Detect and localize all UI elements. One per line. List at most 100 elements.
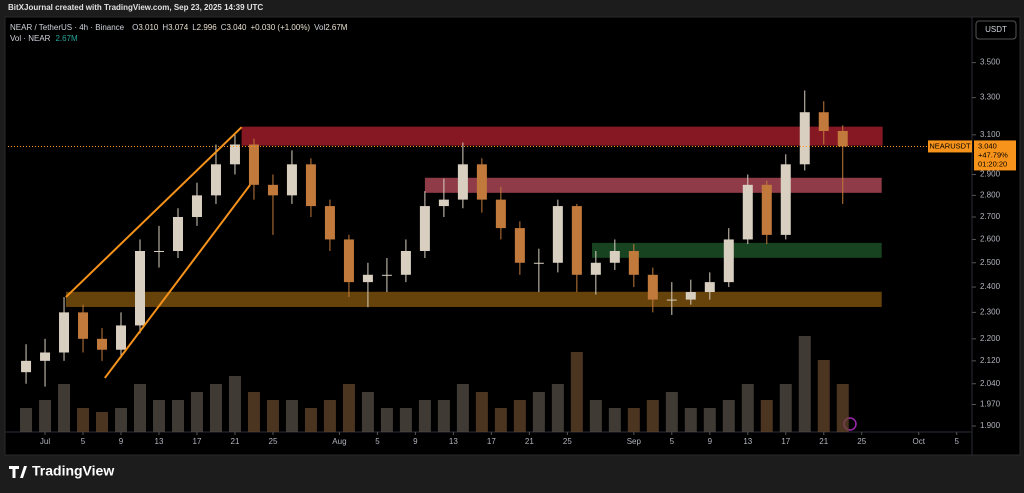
volume-bar (361, 392, 374, 432)
volume-bar (760, 400, 773, 432)
volume-bar (456, 384, 469, 432)
volume-bar (475, 392, 488, 432)
candle-body (590, 262, 601, 275)
volume-bar (741, 384, 754, 432)
volume-bar (171, 400, 184, 432)
volume-bar (703, 408, 716, 432)
volume-bar (589, 400, 602, 432)
volume-bar (96, 412, 109, 432)
y-tick-label: 2.200 (980, 334, 1001, 343)
y-tick-label: 2.900 (980, 170, 1001, 179)
y-tick-label: 1.900 (980, 421, 1001, 430)
volume-bar (58, 384, 71, 432)
x-tick-label: 21 (525, 437, 534, 446)
volume-bar (285, 400, 298, 432)
x-tick-label: 25 (563, 437, 572, 446)
volume-study-value: 2.67M (55, 34, 78, 43)
volume-bar (247, 392, 260, 432)
y-tick-label: 2.040 (980, 379, 1001, 388)
candle-body (818, 112, 829, 131)
candle-body (476, 164, 487, 200)
candle-body (248, 144, 259, 185)
volume-bar (684, 408, 697, 432)
volume-bar (570, 352, 583, 432)
volume-bar (266, 400, 279, 432)
x-tick-label: 13 (743, 437, 752, 446)
candle-body (742, 184, 753, 240)
candle-body (438, 199, 449, 207)
volume-prefix: Vol (314, 23, 325, 32)
ohlc-value: 3.074 (168, 23, 189, 32)
chart-pane (4, 16, 1021, 456)
candle-body (343, 239, 354, 283)
candle-body (533, 262, 544, 264)
candle-body (362, 274, 373, 283)
x-tick-label: 17 (781, 437, 790, 446)
candle-body (305, 164, 316, 207)
last-price-change: +47.79% (978, 150, 1008, 159)
volume-bar (190, 392, 203, 432)
candle-body (837, 130, 848, 147)
x-tick-label: 21 (819, 437, 828, 446)
x-tick-label: 9 (708, 437, 713, 446)
trend-line (104, 184, 251, 379)
candle-body (723, 239, 734, 283)
ohlc-prefix: H (162, 23, 168, 32)
candle-body (40, 352, 51, 361)
x-tick-label: 9 (119, 437, 124, 446)
x-tick-label: Oct (912, 437, 925, 446)
x-tick-label: 17 (487, 437, 496, 446)
y-tick-label: 2.500 (980, 258, 1001, 267)
volume-value: 2.67M (325, 23, 348, 32)
candle-body (514, 228, 525, 263)
candle-body (59, 312, 70, 353)
currency[interactable]: USDT (985, 25, 1007, 34)
volume-bar (665, 392, 678, 432)
volume-bar (779, 384, 792, 432)
x-tick-label: 5 (670, 437, 675, 446)
currency-button[interactable] (975, 20, 1017, 40)
volume-bar (134, 384, 147, 432)
x-tick-label: Jul (40, 437, 50, 446)
candle-body (799, 112, 810, 165)
y-tick-label: 2.120 (980, 356, 1001, 365)
candle-body (21, 360, 32, 373)
volume-bar (722, 400, 735, 432)
volume-bar (399, 408, 412, 432)
brand-logo (9, 466, 27, 478)
x-tick-label: 13 (449, 437, 458, 446)
volume-bar (304, 408, 317, 432)
brand: TradingView (9, 463, 114, 479)
zone (241, 126, 883, 146)
volume-bar (323, 400, 336, 432)
x-tick-label: 5 (81, 437, 86, 446)
x-tick-label: Sep (627, 437, 642, 446)
volume-bar (39, 400, 52, 432)
candle-body (761, 184, 772, 235)
volume-bar (646, 400, 659, 432)
last-price-symbol-box (928, 140, 972, 153)
volume-bar (228, 376, 241, 432)
y-tick-label: 1.970 (980, 400, 1001, 409)
volume-study: Vol · NEAR (10, 34, 51, 43)
candle-body (628, 250, 639, 275)
ohlc-value: 3.040 (226, 23, 247, 32)
y-tick-label: 3.300 (980, 93, 1001, 102)
volume-bar (77, 408, 90, 432)
candle-body (210, 164, 221, 196)
x-tick-label: 9 (413, 437, 418, 446)
volume-bar (608, 408, 621, 432)
candle-body (685, 292, 696, 300)
candle-body (419, 206, 430, 251)
x-tick-label: 5 (954, 437, 959, 446)
volume-bar (342, 384, 355, 432)
candle-body (552, 206, 563, 263)
legend: NEAR / TetherUS · 4h · Binance Vol · NEA… (10, 23, 348, 43)
candle-body (400, 250, 411, 275)
last-price-label: 3.040 (978, 141, 997, 150)
candle-body (135, 250, 146, 326)
trend-line (65, 126, 243, 298)
ohlc-value: 2.996 (197, 23, 218, 32)
candle-body (97, 338, 108, 350)
